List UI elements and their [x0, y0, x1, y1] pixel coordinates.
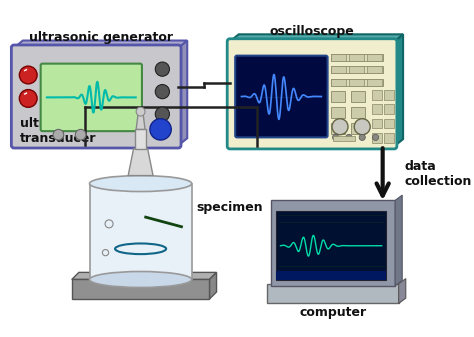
Bar — [351, 107, 365, 118]
Circle shape — [332, 119, 348, 135]
FancyBboxPatch shape — [227, 39, 397, 149]
Bar — [349, 54, 364, 61]
Circle shape — [150, 119, 171, 140]
Bar — [276, 211, 386, 280]
Polygon shape — [395, 195, 402, 286]
Circle shape — [359, 134, 365, 141]
Circle shape — [373, 134, 379, 141]
Text: oscilloscope: oscilloscope — [270, 25, 355, 38]
Circle shape — [53, 129, 64, 140]
Polygon shape — [178, 40, 187, 145]
Bar — [351, 123, 365, 134]
Bar — [384, 133, 394, 143]
Ellipse shape — [90, 176, 191, 191]
Ellipse shape — [90, 272, 191, 287]
Bar — [367, 54, 382, 61]
Polygon shape — [230, 34, 403, 41]
Bar — [367, 79, 382, 86]
Circle shape — [75, 129, 86, 140]
Bar — [135, 129, 146, 149]
Bar — [384, 90, 394, 100]
Text: ultrasonic
transducer: ultrasonic transducer — [20, 117, 97, 145]
FancyBboxPatch shape — [41, 64, 142, 131]
Polygon shape — [394, 34, 403, 146]
Circle shape — [155, 62, 170, 76]
Bar — [331, 107, 346, 118]
Bar — [367, 66, 382, 73]
Bar — [331, 123, 346, 134]
Circle shape — [136, 107, 145, 116]
Bar — [276, 272, 386, 280]
Text: ultrasonic generator: ultrasonic generator — [28, 31, 173, 44]
Circle shape — [155, 107, 170, 121]
Bar — [331, 66, 383, 73]
Bar — [372, 119, 382, 128]
Bar — [331, 79, 383, 86]
Bar — [372, 104, 382, 114]
Bar — [72, 279, 210, 299]
Polygon shape — [136, 115, 145, 129]
Polygon shape — [399, 279, 406, 304]
Bar — [349, 79, 364, 86]
Circle shape — [346, 134, 352, 141]
Bar — [331, 54, 346, 61]
Bar — [331, 66, 346, 73]
Polygon shape — [14, 40, 187, 48]
Bar — [267, 284, 399, 304]
Circle shape — [19, 66, 37, 84]
Polygon shape — [128, 149, 153, 176]
Bar — [351, 91, 365, 102]
FancyBboxPatch shape — [11, 45, 181, 148]
Text: data
collection: data collection — [405, 160, 472, 188]
Bar — [333, 135, 355, 141]
Bar — [349, 66, 364, 73]
Polygon shape — [210, 272, 217, 299]
Bar — [271, 201, 395, 286]
Bar — [372, 90, 382, 100]
Circle shape — [19, 90, 37, 108]
Bar — [331, 79, 346, 86]
Text: specimen: specimen — [196, 201, 263, 214]
Polygon shape — [72, 272, 217, 279]
Bar — [331, 54, 383, 61]
FancyBboxPatch shape — [235, 56, 328, 137]
Bar — [372, 133, 382, 143]
Circle shape — [354, 119, 370, 135]
Text: computer: computer — [300, 306, 366, 319]
Bar — [331, 91, 346, 102]
Circle shape — [332, 134, 339, 141]
Bar — [384, 119, 394, 128]
Bar — [384, 104, 394, 114]
Circle shape — [155, 85, 170, 99]
Bar — [90, 184, 191, 279]
